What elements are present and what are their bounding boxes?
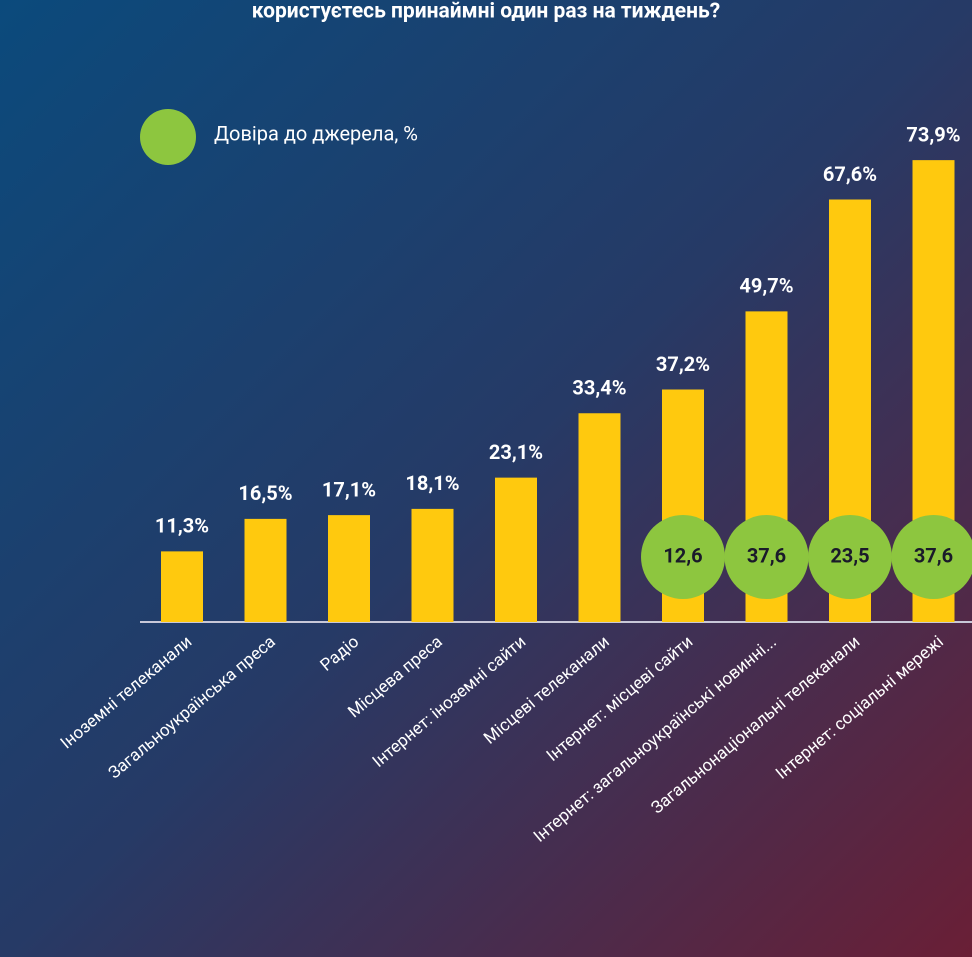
- value-label: 67,6%: [823, 162, 877, 186]
- value-label: 11,3%: [155, 514, 209, 538]
- value-label: 33,4%: [572, 376, 626, 400]
- trust-circle: [891, 515, 972, 599]
- trust-label: 12,6: [663, 543, 702, 567]
- trust-label: 37,6: [747, 543, 786, 567]
- chart-title: користуєтесь принаймні один раз на тижде…: [252, 0, 720, 24]
- trust-label: 37,6: [914, 543, 953, 567]
- value-label: 49,7%: [739, 274, 793, 298]
- legend-label: Довіра до джерела, %: [214, 121, 418, 145]
- trust-circle: [641, 515, 725, 599]
- bar: [244, 518, 287, 622]
- trust-circle: [808, 515, 892, 599]
- value-label: 17,1%: [322, 477, 376, 501]
- trust-label: 23,5: [830, 543, 869, 567]
- bar: [578, 413, 621, 622]
- value-label: 18,1%: [405, 471, 459, 495]
- trust-circle: [724, 515, 809, 599]
- bar: [495, 477, 537, 622]
- bar: [411, 508, 454, 622]
- bar: [161, 551, 203, 622]
- value-label: 73,9%: [906, 122, 960, 146]
- value-label: 23,1%: [489, 440, 543, 464]
- value-label: 16,5%: [238, 481, 292, 505]
- legend-marker: [140, 109, 196, 165]
- bar: [328, 515, 370, 622]
- value-label: 37,2%: [656, 352, 710, 376]
